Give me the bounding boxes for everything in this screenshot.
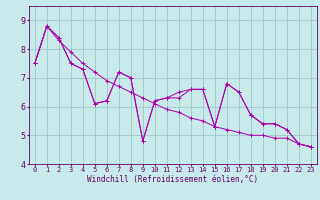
X-axis label: Windchill (Refroidissement éolien,°C): Windchill (Refroidissement éolien,°C) <box>87 175 258 184</box>
